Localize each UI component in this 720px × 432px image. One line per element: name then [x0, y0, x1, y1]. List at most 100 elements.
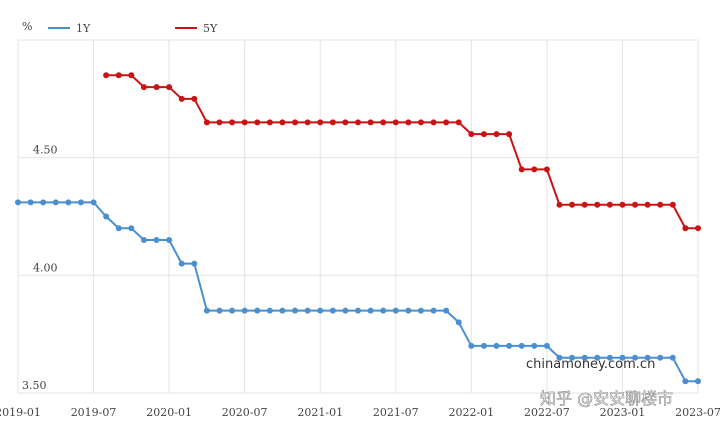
data-point [405, 119, 412, 126]
data-point [355, 307, 361, 314]
data-point [367, 307, 374, 314]
data-point [115, 72, 122, 79]
data-point [229, 119, 236, 126]
data-point [115, 225, 122, 232]
data-point [65, 199, 72, 206]
data-point [518, 342, 525, 349]
data-point [543, 166, 550, 173]
data-point [292, 119, 299, 126]
legend-label: 1Y [76, 22, 91, 35]
data-point [90, 199, 97, 206]
data-point [40, 199, 47, 206]
data-point [229, 307, 236, 314]
data-point [493, 131, 500, 138]
data-point [128, 225, 135, 232]
data-point [241, 307, 248, 314]
x-tick-label: 2022-01 [448, 406, 494, 419]
data-point [103, 72, 110, 79]
data-point [52, 199, 59, 206]
x-tick-label: 2019-07 [71, 406, 117, 419]
data-point [367, 119, 374, 126]
data-point [695, 225, 701, 232]
data-point [203, 307, 210, 314]
data-point [317, 119, 324, 126]
data-point [317, 307, 324, 314]
data-point [594, 201, 601, 208]
data-point [380, 119, 387, 126]
data-point [594, 354, 601, 361]
data-point [417, 119, 424, 126]
data-point [518, 166, 525, 173]
watermark: chinamoney.com.cn [526, 357, 655, 372]
data-point [506, 342, 513, 349]
data-point [455, 319, 462, 326]
x-tick-label: 2023-07 [675, 406, 720, 419]
data-point [455, 119, 462, 126]
data-point [266, 307, 273, 314]
data-point [178, 260, 185, 267]
data-point [77, 199, 84, 206]
data-point [191, 260, 198, 267]
data-point [632, 201, 639, 208]
x-tick-label: 2020-07 [222, 406, 268, 419]
data-point [619, 354, 626, 361]
data-point [266, 119, 273, 126]
y-tick-label: 4.00 [33, 261, 58, 274]
data-point [216, 307, 223, 314]
watermark: 知乎 @安安聊楼市 [540, 389, 673, 408]
data-point [606, 201, 613, 208]
data-point [581, 354, 588, 361]
data-point [279, 119, 286, 126]
data-point [191, 95, 198, 102]
data-point [443, 307, 450, 314]
data-point [342, 119, 349, 126]
y-tick-label: 3.50 [22, 379, 47, 392]
data-point [304, 119, 311, 126]
x-tick-label: 2021-01 [297, 406, 343, 419]
data-point [569, 201, 576, 208]
data-point [140, 237, 147, 244]
data-point [606, 354, 613, 361]
data-point [241, 119, 248, 126]
data-point [669, 354, 676, 361]
data-point [27, 199, 34, 206]
data-point [329, 119, 336, 126]
data-point [657, 201, 664, 208]
data-point [581, 201, 588, 208]
data-point [669, 201, 676, 208]
data-point [619, 201, 626, 208]
legend-label: 5Y [203, 22, 218, 35]
data-point [644, 201, 651, 208]
x-tick-label: 2019-01 [0, 406, 41, 419]
data-point [279, 307, 286, 314]
data-point [657, 354, 664, 361]
data-point [254, 307, 261, 314]
data-point [531, 342, 538, 349]
data-point [430, 307, 437, 314]
data-point [304, 307, 311, 314]
data-point [392, 119, 399, 126]
x-tick-label: 2022-07 [524, 406, 570, 419]
x-tick-label: 2020-01 [146, 406, 192, 419]
data-point [292, 307, 299, 314]
plot-frame [17, 39, 699, 394]
data-point [443, 119, 450, 126]
data-point [695, 378, 701, 385]
data-point [493, 342, 500, 349]
data-point [644, 354, 651, 361]
x-tick-label: 2021-07 [373, 406, 419, 419]
data-point [506, 131, 513, 138]
data-point [216, 119, 223, 126]
data-point [128, 72, 135, 79]
data-point [203, 119, 210, 126]
data-point [569, 354, 576, 361]
data-point [632, 354, 639, 361]
data-point [543, 342, 550, 349]
data-point [392, 307, 399, 314]
data-point [103, 213, 110, 220]
data-point [380, 307, 387, 314]
data-point [254, 119, 261, 126]
data-point [405, 307, 412, 314]
data-point [153, 237, 160, 244]
